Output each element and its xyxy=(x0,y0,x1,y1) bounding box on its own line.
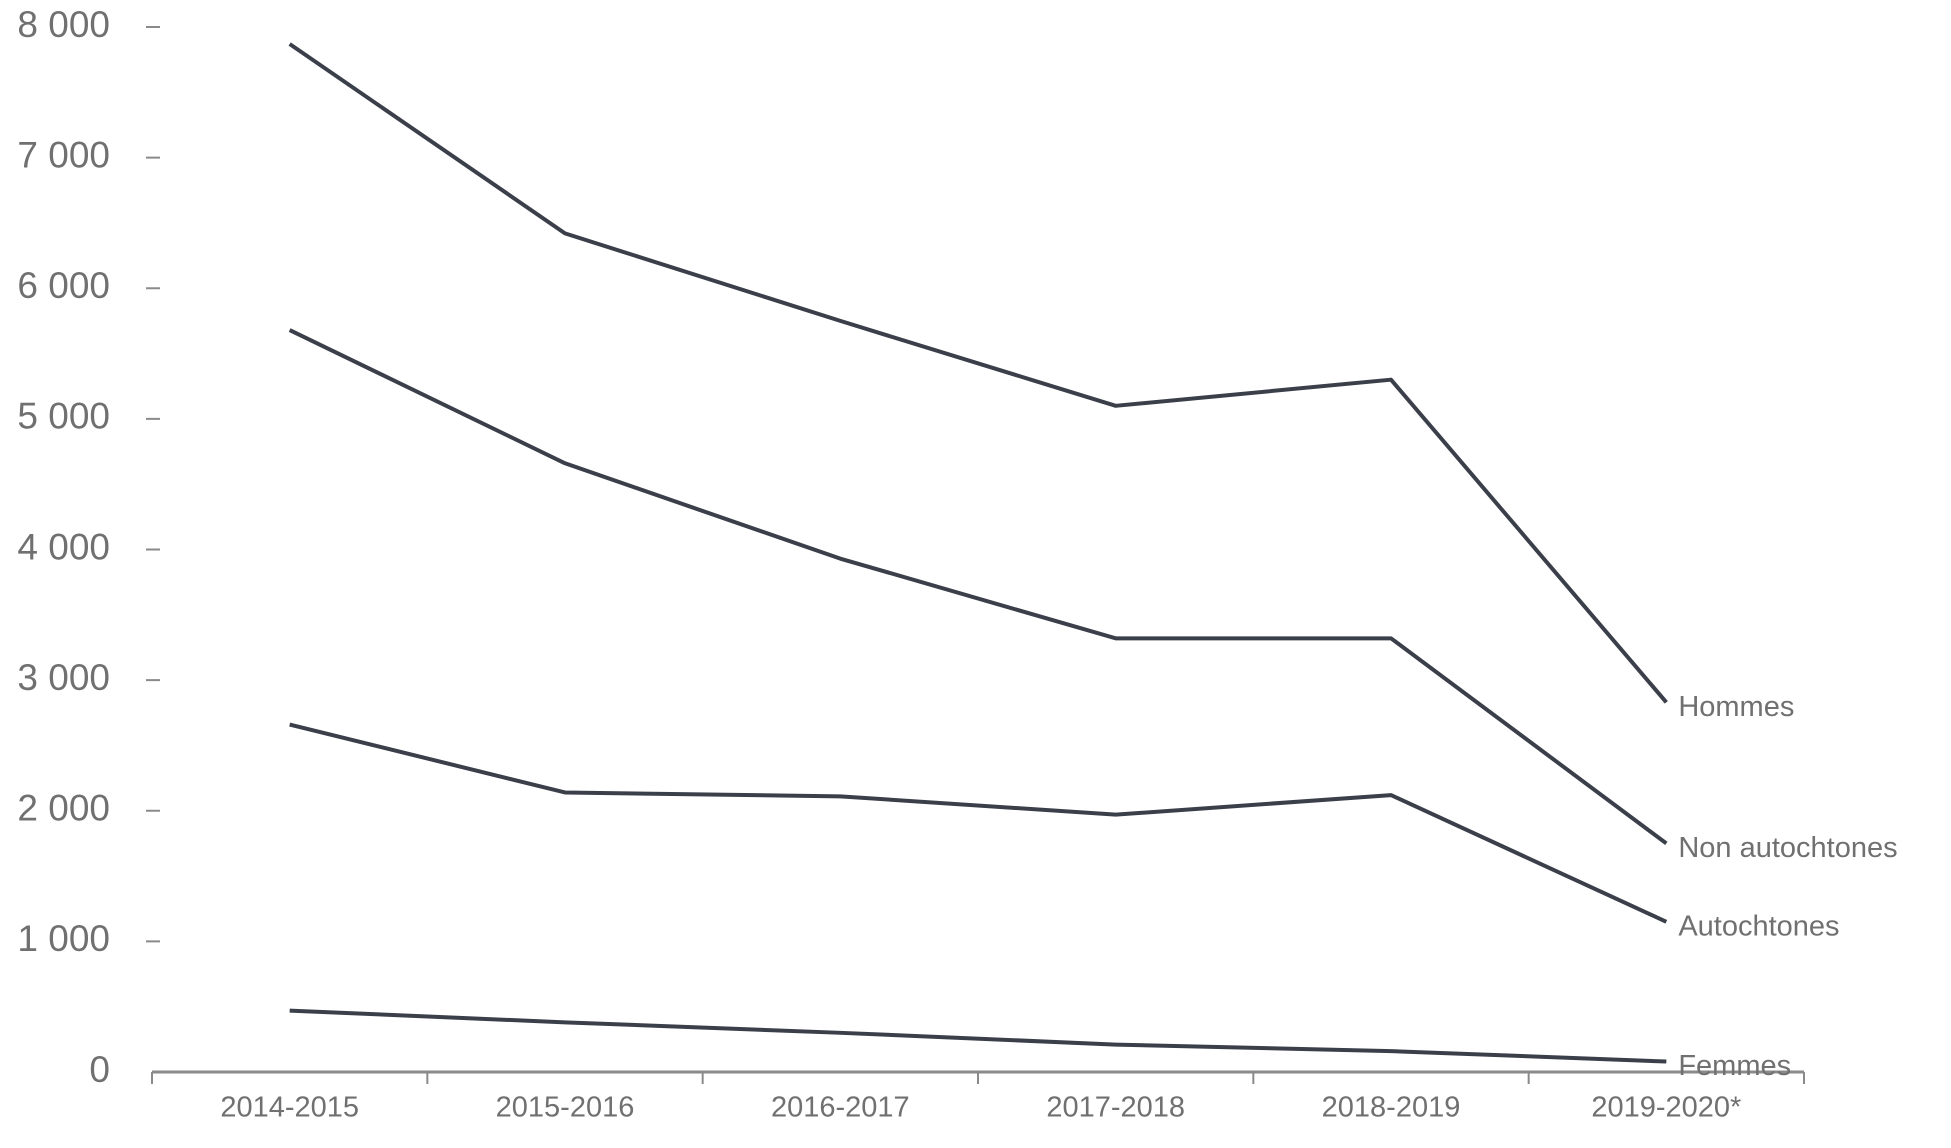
series-label: Non autochtones xyxy=(1678,832,1897,864)
series-label: Autochtones xyxy=(1678,910,1839,942)
y-tick-label: 6 000 xyxy=(17,265,110,306)
series-line xyxy=(289,1008,1667,1064)
series-label: Femmes xyxy=(1678,1050,1791,1082)
x-tick-label: 2015-2016 xyxy=(496,1092,635,1124)
x-tick-label: 2017-2018 xyxy=(1046,1092,1185,1124)
y-tick-label: 3 000 xyxy=(17,657,110,698)
y-tick-label: 0 xyxy=(89,1049,110,1090)
x-tick-label: 2019-2020* xyxy=(1591,1092,1741,1124)
x-tick-label: 2018-2019 xyxy=(1322,1092,1461,1124)
series-line xyxy=(289,722,1668,924)
y-tick-label: 2 000 xyxy=(17,788,110,829)
y-tick-label: 5 000 xyxy=(17,396,110,437)
x-tick-label: 2016-2017 xyxy=(771,1092,910,1124)
y-tick-label: 1 000 xyxy=(17,918,110,959)
x-tick-label: 2014-2015 xyxy=(220,1092,359,1124)
y-tick-label: 4 000 xyxy=(17,526,110,567)
series-line xyxy=(288,328,1668,846)
series-label: Hommes xyxy=(1678,691,1794,723)
y-tick-label: 7 000 xyxy=(17,134,110,175)
series-line xyxy=(288,42,1668,704)
y-tick-label: 8 000 xyxy=(17,4,110,45)
